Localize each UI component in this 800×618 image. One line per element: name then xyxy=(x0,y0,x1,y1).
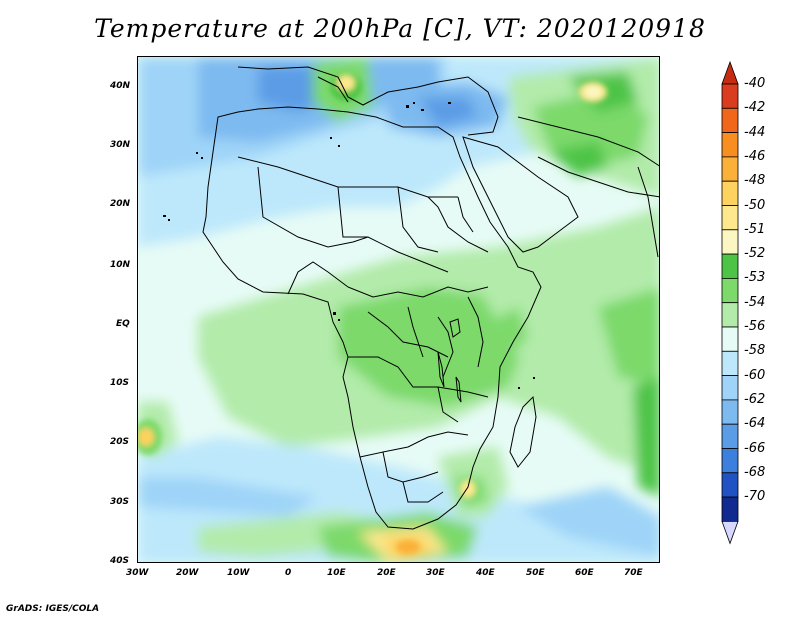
colorbar-swatch xyxy=(721,399,739,425)
colorbar-label: -56 xyxy=(744,319,766,334)
lon-label: 20W xyxy=(176,568,199,578)
colorbar-label: -40 xyxy=(744,76,766,91)
lon-label: 30W xyxy=(126,568,149,578)
colorbar-swatch xyxy=(721,253,739,279)
lat-label: 20N xyxy=(110,199,131,209)
lon-label: 10W xyxy=(227,568,250,578)
colorbar-swatch xyxy=(721,423,739,449)
colorbar-label: -44 xyxy=(744,124,766,140)
colorbar-label: -64 xyxy=(744,416,766,432)
coastlines-and-borders xyxy=(202,66,659,530)
colorbar-label: -52 xyxy=(744,246,766,262)
colorbar xyxy=(721,60,739,545)
lat-label: EQ xyxy=(116,319,130,329)
colorbar-label: -51 xyxy=(744,221,766,237)
colorbar-label: -68 xyxy=(744,464,766,480)
colorbar-swatch xyxy=(721,350,739,376)
colorbar-label: -46 xyxy=(744,148,766,164)
colorbar-swatch xyxy=(721,205,739,231)
lat-label: 30S xyxy=(110,497,130,507)
lon-label: 10E xyxy=(327,568,346,578)
lat-label: 30N xyxy=(110,140,131,150)
colorbar-swatch xyxy=(721,180,739,206)
lat-label: 40S xyxy=(110,556,130,566)
colorbar-label: -48 xyxy=(744,173,766,189)
lat-label: 10S xyxy=(110,378,130,388)
colorbar-swatch xyxy=(721,132,739,158)
colorbar-swatch xyxy=(721,496,739,522)
grads-credit: GrADS: IGES/COLA xyxy=(6,604,100,614)
lon-label: 0 xyxy=(285,568,292,578)
colorbar-label: -53 xyxy=(744,270,766,286)
colorbar-label: -54 xyxy=(744,294,766,310)
temperature-map xyxy=(138,57,659,562)
colorbar-swatch xyxy=(721,326,739,352)
colorbar-label: -66 xyxy=(744,440,766,456)
lon-label: 70E xyxy=(624,568,643,578)
colorbar-swatch xyxy=(721,83,739,109)
colorbar-bottom-arrow xyxy=(721,521,739,545)
warm-cores xyxy=(138,73,607,554)
colorbar-label: -60 xyxy=(744,367,766,383)
lat-label: 40N xyxy=(110,81,131,91)
colorbar-swatch xyxy=(721,229,739,255)
colorbar-top-arrow xyxy=(721,60,739,85)
lon-label: 40E xyxy=(476,568,495,578)
colorbar-swatch xyxy=(721,277,739,304)
colorbar-label: -50 xyxy=(744,197,766,213)
island-markers xyxy=(163,102,535,389)
colorbar-swatch xyxy=(721,302,739,328)
colorbar-label: -58 xyxy=(744,343,766,359)
colorbar-label: -62 xyxy=(744,391,766,407)
lon-label: 20E xyxy=(377,568,396,578)
colorbar-swatch xyxy=(721,156,739,182)
lon-label: 60E xyxy=(575,568,594,578)
lon-label: 50E xyxy=(526,568,545,578)
colorbar-swatch xyxy=(721,107,739,133)
lat-label: 20S xyxy=(110,437,130,447)
page-title: Temperature at 200hPa [C], VT: 202012091… xyxy=(94,14,706,43)
colorbar-swatch xyxy=(721,375,739,401)
colorbar-swatch xyxy=(721,448,739,474)
colorbar-label: -70 xyxy=(744,489,766,505)
colorbar-swatch xyxy=(721,472,739,498)
map-panel xyxy=(137,56,660,563)
lat-label: 10N xyxy=(110,260,131,270)
colorbar-label: -42 xyxy=(744,100,766,116)
lon-label: 30E xyxy=(426,568,445,578)
